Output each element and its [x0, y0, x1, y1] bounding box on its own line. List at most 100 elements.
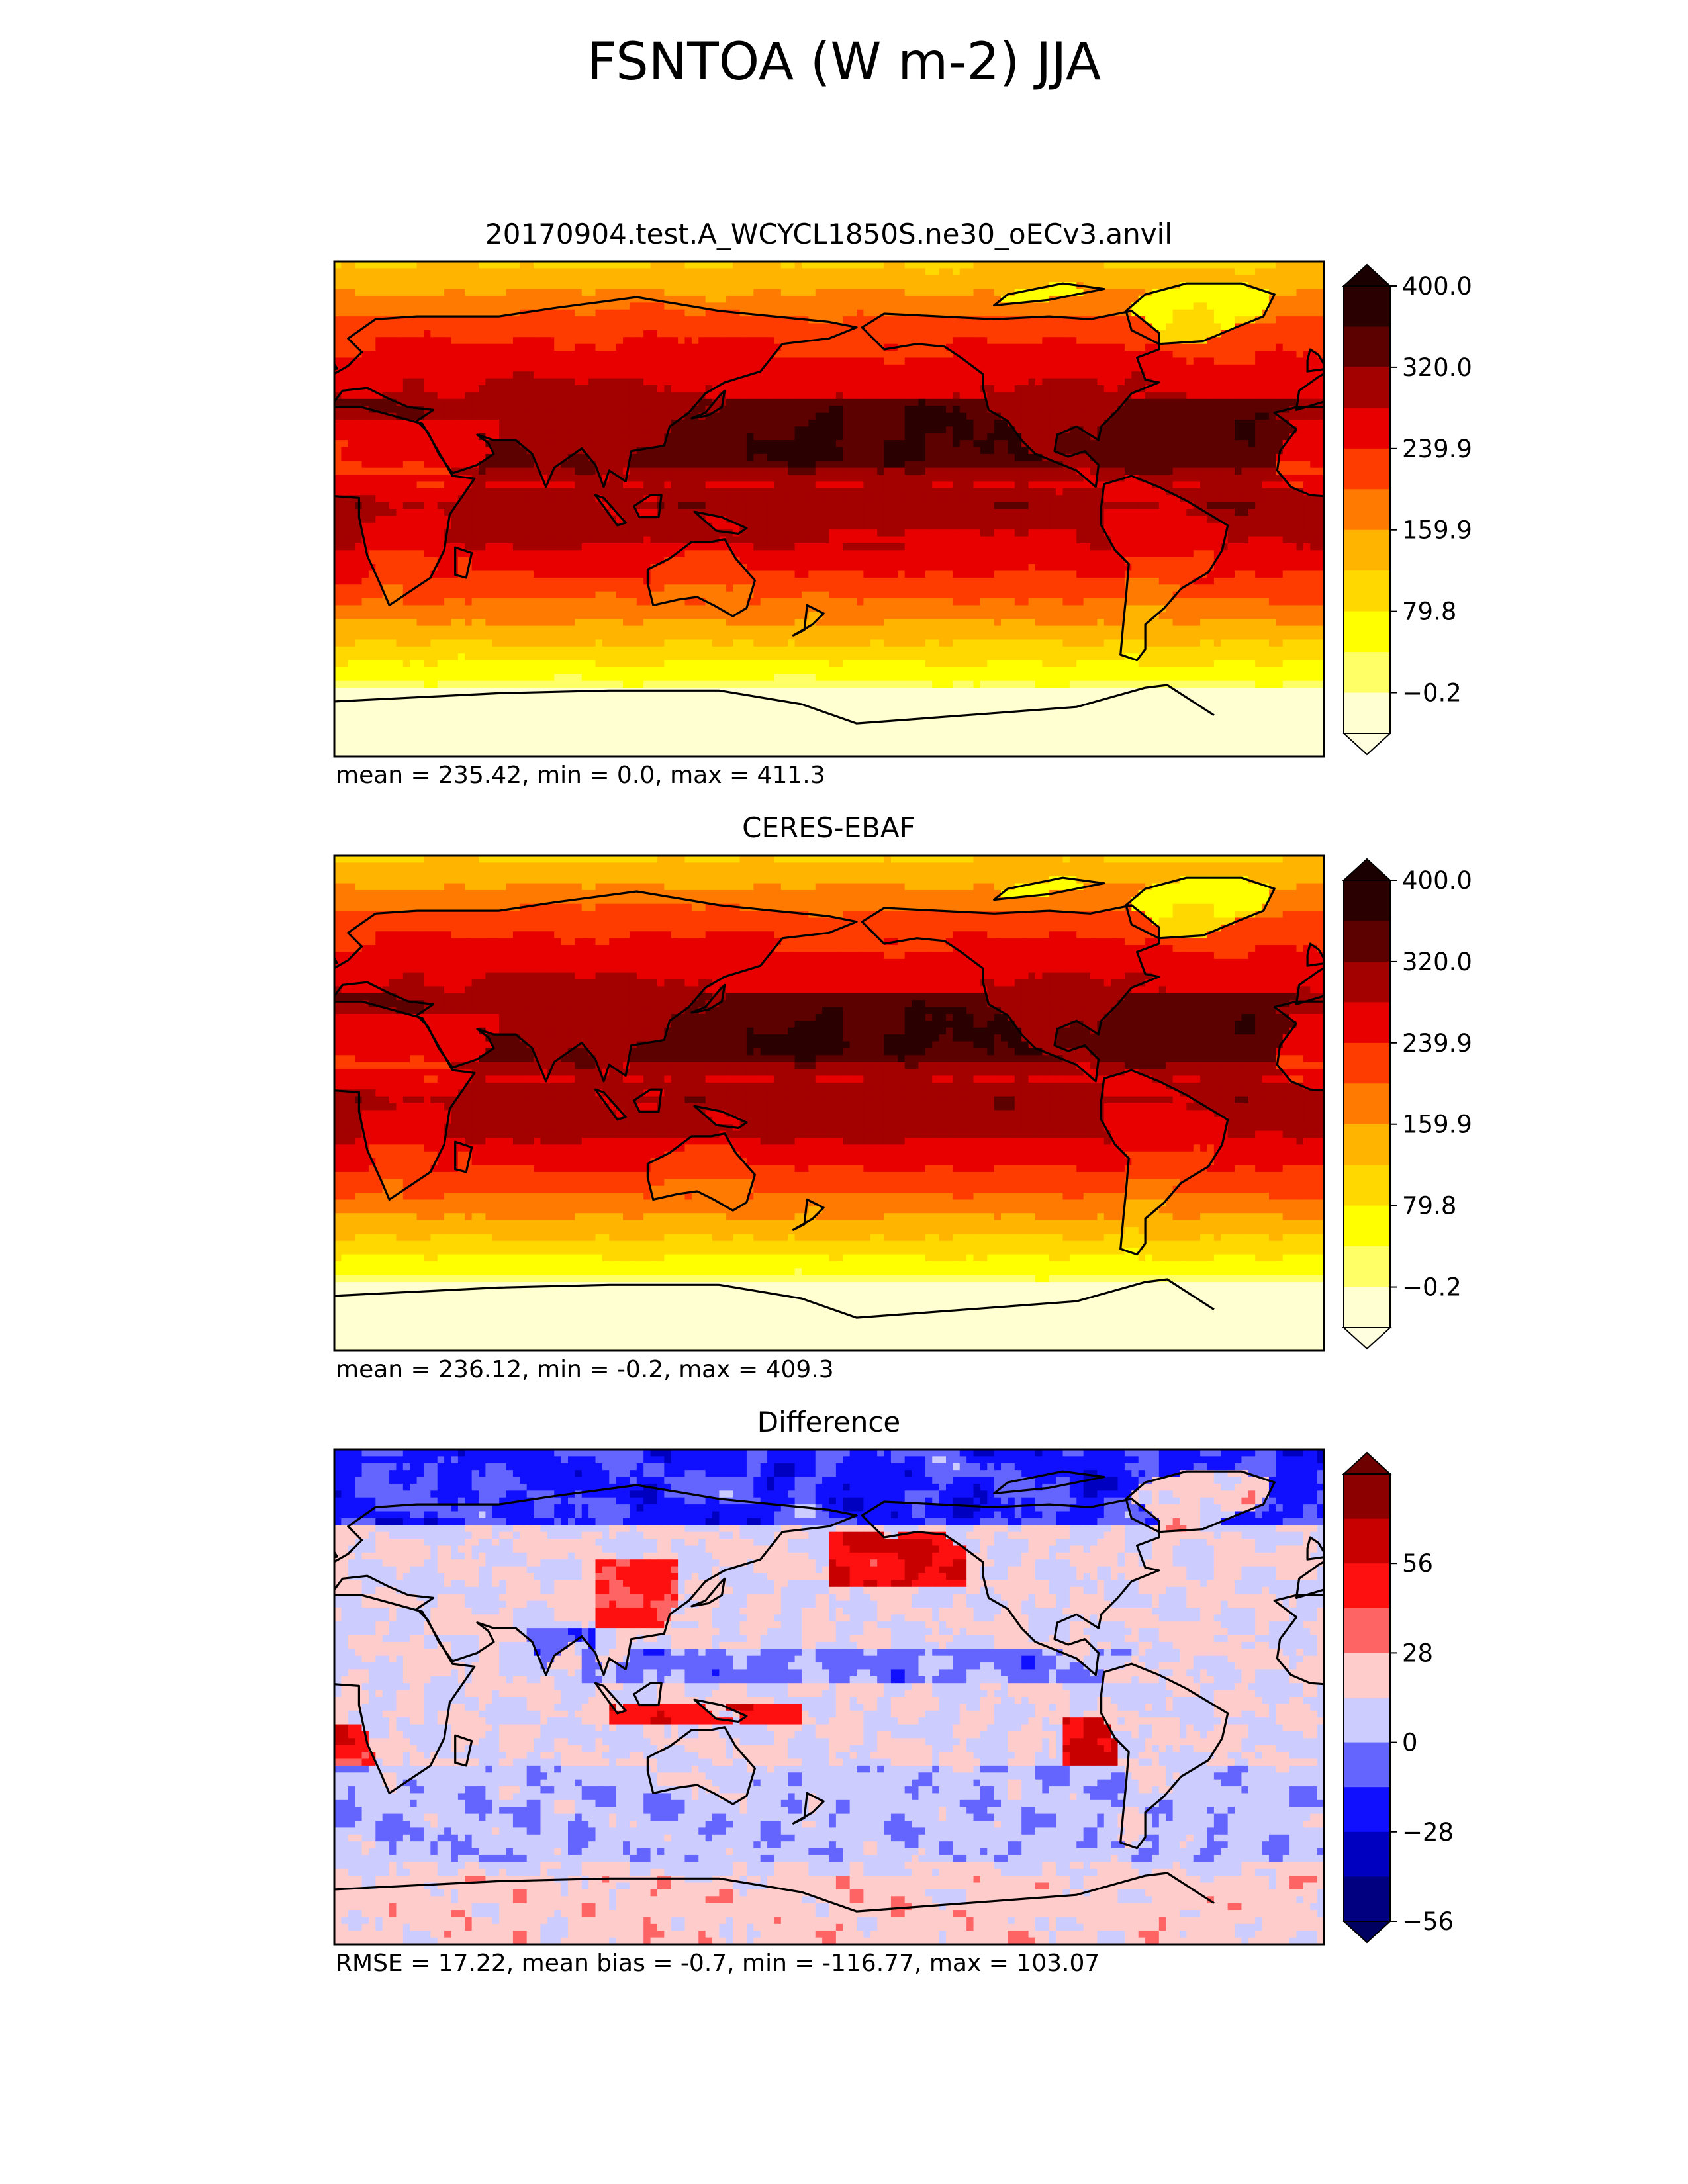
heatmap-cell: [650, 371, 658, 379]
heatmap-cell: [1255, 343, 1263, 351]
heatmap-cell: [1056, 398, 1064, 406]
heatmap-cell: [849, 453, 857, 461]
heatmap-cell: [698, 419, 706, 427]
heatmap-cell: [1021, 447, 1029, 455]
heatmap-cell: [512, 426, 520, 434]
heatmap-cell: [898, 337, 906, 345]
heatmap-cell: [870, 289, 878, 296]
heatmap-cell: [355, 337, 363, 345]
heatmap-cell: [526, 398, 534, 406]
heatmap-cell: [719, 323, 727, 331]
heatmap-cell: [1158, 392, 1166, 400]
heatmap-cell: [554, 447, 562, 455]
heatmap-cell: [1021, 426, 1029, 434]
heatmap-cell: [1255, 419, 1263, 427]
heatmap-cell: [739, 440, 747, 448]
heatmap-cell: [430, 475, 438, 482]
heatmap-cell: [746, 412, 754, 420]
heatmap-cell: [595, 289, 603, 296]
heatmap-cell: [884, 261, 892, 269]
heatmap-cell: [609, 453, 617, 461]
heatmap-cell: [1035, 289, 1043, 296]
heatmap-cell: [726, 392, 733, 400]
heatmap-cell: [1310, 268, 1318, 276]
heatmap-cell: [973, 392, 981, 400]
heatmap-cell: [1172, 433, 1180, 441]
heatmap-cell: [1221, 275, 1229, 283]
heatmap-cell: [863, 447, 871, 455]
heatmap-cell: [457, 337, 465, 345]
heatmap-cell: [1152, 330, 1160, 338]
heatmap-cell: [822, 261, 830, 269]
heatmap-cell: [1056, 412, 1064, 420]
heatmap-cell: [863, 282, 871, 290]
heatmap-cell: [1111, 467, 1119, 475]
heatmap-cell: [705, 392, 713, 400]
heatmap-cell: [664, 289, 672, 296]
heatmap-cell: [671, 357, 679, 365]
heatmap-cell: [857, 467, 865, 475]
heatmap-cell: [877, 261, 885, 269]
heatmap-cell: [684, 268, 692, 276]
heatmap-cell: [368, 302, 376, 310]
heatmap-cell: [341, 467, 349, 475]
heatmap-cell: [1028, 371, 1036, 379]
heatmap-cell: [547, 467, 555, 475]
heatmap-cell: [884, 488, 892, 496]
heatmap-cell: [499, 275, 507, 283]
heatmap-cell: [774, 378, 782, 386]
heatmap-cell: [966, 337, 974, 345]
heatmap-cell: [890, 357, 898, 365]
heatmap-cell: [471, 268, 479, 276]
heatmap-cell: [678, 461, 686, 469]
heatmap-cell: [835, 261, 843, 269]
heatmap-cell: [1268, 323, 1276, 331]
heatmap-cell: [609, 323, 617, 331]
heatmap-cell: [451, 440, 459, 448]
heatmap-cell: [780, 467, 788, 475]
heatmap-cell: [1166, 316, 1174, 324]
heatmap-cell: [801, 309, 809, 317]
heatmap-cell: [561, 289, 569, 296]
heatmap-cell: [664, 357, 672, 365]
heatmap-cell: [616, 433, 624, 441]
heatmap-cell: [760, 412, 768, 420]
heatmap-cell: [1276, 488, 1284, 496]
heatmap-cell: [760, 289, 768, 296]
heatmap-cell: [877, 316, 885, 324]
heatmap-cell: [1014, 275, 1022, 283]
heatmap-cell: [389, 447, 397, 455]
heatmap-cell: [1179, 351, 1187, 359]
heatmap-cell: [1090, 268, 1098, 276]
heatmap-cell: [1028, 419, 1036, 427]
heatmap-cell: [657, 357, 665, 365]
heatmap-cell: [1296, 323, 1304, 331]
heatmap-cell: [712, 461, 720, 469]
heatmap-cell: [801, 398, 809, 406]
heatmap-cell: [1179, 467, 1187, 475]
heatmap-cell: [410, 330, 418, 338]
heatmap-cell: [932, 295, 940, 303]
heatmap-cell: [1111, 275, 1119, 283]
heatmap-cell: [1213, 330, 1221, 338]
heatmap-cell: [1268, 419, 1276, 427]
heatmap-cell: [733, 351, 741, 359]
heatmap-cell: [1172, 419, 1180, 427]
heatmap-cell: [341, 282, 349, 290]
heatmap-cell: [733, 475, 741, 482]
heatmap-cell: [912, 453, 919, 461]
heatmap-cell: [1090, 371, 1098, 379]
heatmap-cell: [1042, 447, 1050, 455]
heatmap-cell: [733, 419, 741, 427]
heatmap-cell: [581, 475, 589, 482]
heatmap-cell: [547, 495, 555, 503]
heatmap-cell: [1289, 475, 1297, 482]
heatmap-cell: [1262, 357, 1270, 365]
heatmap-cell: [953, 378, 961, 386]
heatmap-cell: [506, 316, 514, 324]
heatmap-cell: [1097, 453, 1105, 461]
heatmap-cell: [643, 378, 651, 386]
heatmap-cell: [657, 392, 665, 400]
heatmap-cell: [719, 412, 727, 420]
heatmap-cell: [1317, 295, 1324, 303]
